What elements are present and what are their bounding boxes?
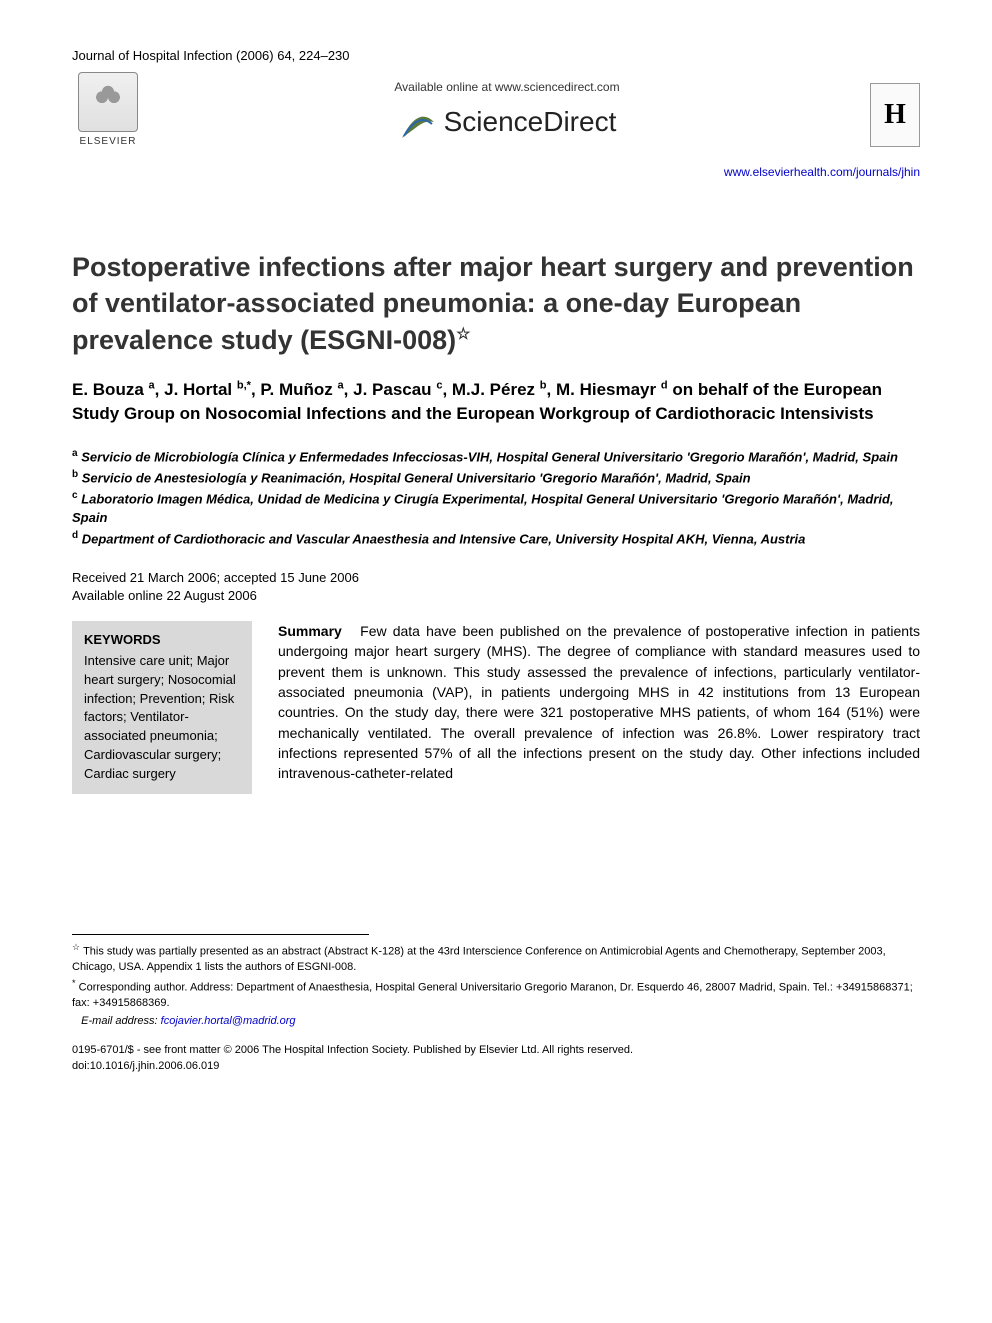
keywords-heading: KEYWORDS	[84, 631, 240, 650]
affiliation-d: d Department of Cardiothoracic and Vascu…	[72, 528, 920, 549]
footnote-corresponding: * Corresponding author. Address: Departm…	[72, 977, 920, 1011]
author-5-affil: b	[540, 380, 547, 392]
keywords-summary-row: KEYWORDS Intensive care unit; Major hear…	[72, 621, 920, 794]
received-accepted-date: Received 21 March 2006; accepted 15 June…	[72, 569, 920, 587]
elsevier-logo: ELSEVIER	[72, 63, 144, 147]
author-4-affil: c	[436, 380, 442, 392]
journal-url-link[interactable]: www.elsevierhealth.com/journals/jhin	[72, 165, 920, 179]
footnote-star: ☆ This study was partially presented as …	[72, 941, 920, 975]
affiliation-a: a Servicio de Microbiología Clínica y En…	[72, 446, 920, 467]
keywords-box: KEYWORDS Intensive care unit; Major hear…	[72, 621, 252, 794]
journal-icon: H	[870, 83, 920, 147]
sciencedirect-swoosh-icon	[398, 102, 438, 142]
author-4: J. Pascau	[353, 380, 431, 399]
summary-abstract: Summary Few data have been published on …	[278, 621, 920, 783]
author-6-affil: d	[661, 380, 668, 392]
sciencedirect-text: ScienceDirect	[444, 106, 617, 138]
affiliation-b: b Servicio de Anestesiología y Reanimaci…	[72, 467, 920, 488]
journal-reference: Journal of Hospital Infection (2006) 64,…	[72, 48, 920, 63]
author-5: M.J. Pérez	[452, 380, 535, 399]
title-footnote-star-icon: ☆	[456, 326, 470, 343]
authors-block: E. Bouza a, J. Hortal b,*, P. Muñoz a, J…	[72, 378, 920, 426]
author-3: P. Muñoz	[260, 380, 332, 399]
author-3-affil: a	[338, 380, 344, 392]
summary-label: Summary	[278, 623, 342, 639]
author-2: J. Hortal	[164, 380, 232, 399]
keywords-body: Intensive care unit; Major heart surgery…	[84, 652, 240, 784]
footnote-email: E-mail address: fcojavier.hortal@madrid.…	[72, 1014, 920, 1029]
dates-block: Received 21 March 2006; accepted 15 June…	[72, 569, 920, 605]
author-2-affil: b,*	[237, 380, 251, 392]
doi-line: doi:10.1016/j.jhin.2006.06.019	[72, 1059, 920, 1074]
corresponding-email-link[interactable]: fcojavier.hortal@madrid.org	[161, 1015, 296, 1027]
affiliations-block: a Servicio de Microbiología Clínica y En…	[72, 446, 920, 549]
available-online-text: Available online at www.sciencedirect.co…	[164, 80, 850, 94]
footer-block: 0195-6701/$ - see front matter © 2006 Th…	[72, 1043, 920, 1074]
sciencedirect-block: Available online at www.sciencedirect.co…	[144, 80, 870, 147]
footnote-separator	[72, 934, 369, 935]
affiliation-c: c Laboratorio Imagen Médica, Unidad de M…	[72, 488, 920, 528]
email-label: E-mail address:	[81, 1015, 157, 1027]
author-1-affil: a	[149, 380, 155, 392]
header-logos-row: ELSEVIER Available online at www.science…	[72, 63, 920, 157]
article-title-text: Postoperative infections after major hea…	[72, 252, 914, 355]
journal-logo-block: H	[870, 83, 920, 147]
elsevier-label: ELSEVIER	[80, 136, 137, 147]
article-title: Postoperative infections after major hea…	[72, 249, 920, 358]
available-online-date: Available online 22 August 2006	[72, 587, 920, 605]
copyright-line: 0195-6701/$ - see front matter © 2006 Th…	[72, 1043, 920, 1058]
article-page: Journal of Hospital Infection (2006) 64,…	[0, 0, 992, 1122]
summary-body: Few data have been published on the prev…	[278, 623, 920, 781]
footnotes-block: ☆ This study was partially presented as …	[72, 941, 920, 1029]
elsevier-tree-icon	[78, 72, 138, 132]
author-6: M. Hiesmayr	[556, 380, 656, 399]
author-1: E. Bouza	[72, 380, 144, 399]
sciencedirect-logo: ScienceDirect	[398, 102, 617, 142]
